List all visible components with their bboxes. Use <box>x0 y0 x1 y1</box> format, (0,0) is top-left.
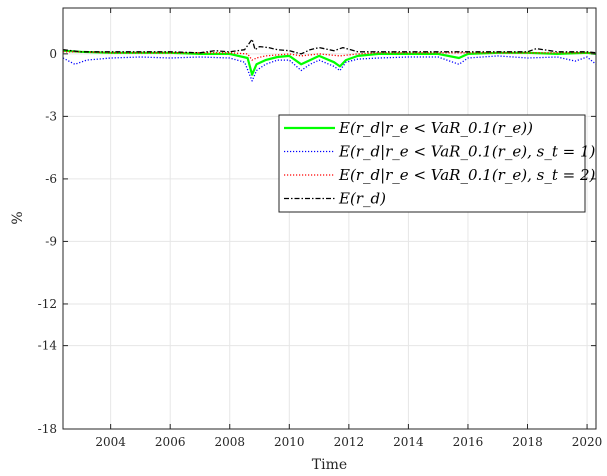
y-tick-label: 0 <box>49 47 57 61</box>
legend-label-4: E(r_d) <box>338 190 386 208</box>
y-tick-label: -6 <box>45 172 57 186</box>
y-tick-label: -12 <box>38 297 57 311</box>
series-line-1 <box>62 49 597 76</box>
x-tick-label: 2004 <box>95 435 126 449</box>
series-group <box>62 38 597 82</box>
axis-ticks: 2004 2006 2008 2010 2012 2014 2016 2018 2020 0 -3 -… <box>38 8 603 449</box>
y-axis-title: % <box>10 211 26 224</box>
legend-box <box>278 114 586 213</box>
x-tick-label: 2008 <box>214 435 245 449</box>
plot-area <box>63 8 596 429</box>
x-axis-title: Time <box>312 457 347 473</box>
legend: E(r_d|r_e < VaR_0.1(r_e)) E(r_d|r_e < VaR… <box>278 114 595 213</box>
y-tick-label: -3 <box>45 109 57 123</box>
y-tick-label: -14 <box>38 339 58 353</box>
x-tick-label: 2006 <box>155 435 186 449</box>
y-tick-label: -9 <box>45 234 57 248</box>
x-tick-label: 2016 <box>453 435 484 449</box>
x-tick-label: 2018 <box>512 435 543 449</box>
x-tick-label: 2012 <box>334 435 365 449</box>
legend-label-3: E(r_d|r_e < VaR_0.1(r_e), s_t = 2) <box>338 166 595 184</box>
series-line-3 <box>63 51 596 61</box>
legend-label-2: E(r_d|r_e < VaR_0.1(r_e), s_t = 1) <box>338 143 595 161</box>
x-tick-label: 2010 <box>274 435 305 449</box>
plot-frame <box>62 7 597 430</box>
x-tick-label: 2020 <box>572 435 603 449</box>
legend-label-1: E(r_d|r_e < VaR_0.1(r_e)) <box>338 119 533 137</box>
series-line-4 <box>62 38 597 55</box>
y-tick-label: -18 <box>38 422 57 436</box>
series-line-2 <box>62 55 597 82</box>
x-tick-label: 2014 <box>393 435 424 449</box>
